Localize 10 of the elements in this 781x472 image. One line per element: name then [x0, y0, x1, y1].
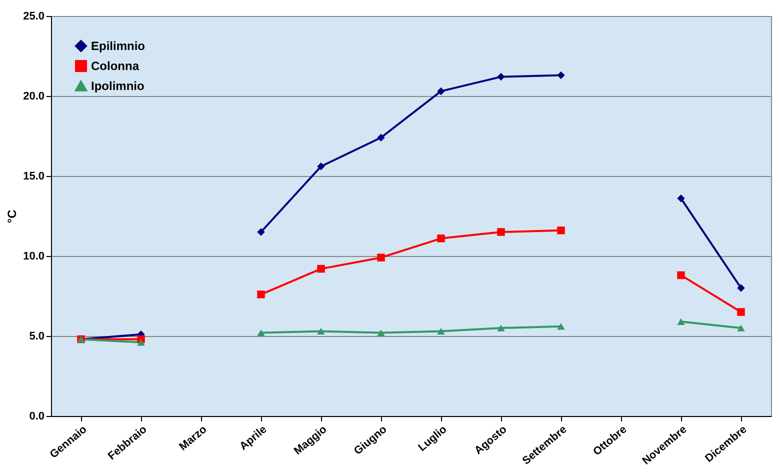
- y-tick-label: 0.0: [29, 410, 44, 422]
- y-axis-title: °C: [5, 209, 20, 224]
- legend-label: Epilimnio: [91, 39, 145, 53]
- legend-label: Colonna: [91, 59, 140, 73]
- legend-label: Ipolimnio: [91, 79, 144, 93]
- y-tick-label: 15.0: [23, 170, 44, 182]
- y-tick-label: 25.0: [23, 10, 44, 22]
- y-tick-label: 5.0: [29, 330, 44, 342]
- y-tick-label: 10.0: [23, 250, 44, 262]
- y-tick-label: 20.0: [23, 90, 44, 102]
